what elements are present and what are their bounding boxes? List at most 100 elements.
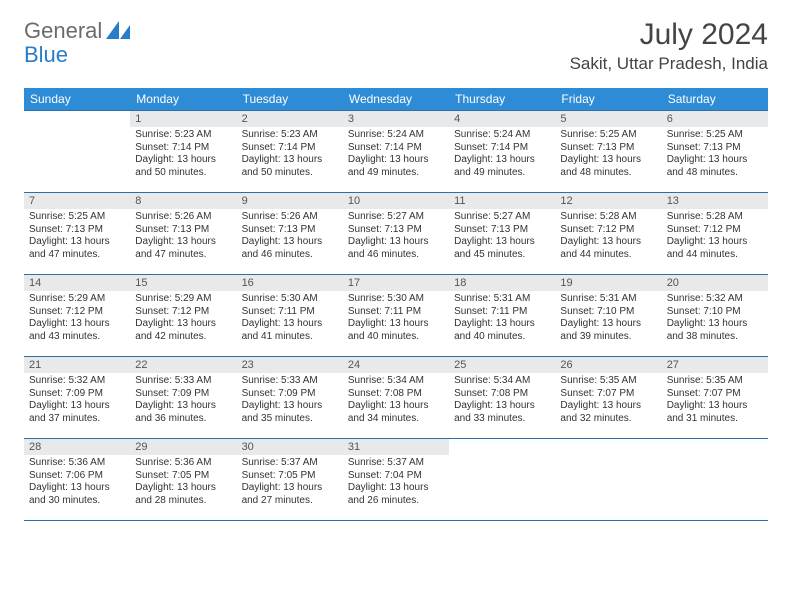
day-details: Sunrise: 5:33 AMSunset: 7:09 PMDaylight:…	[130, 373, 236, 429]
day-details: Sunrise: 5:25 AMSunset: 7:13 PMDaylight:…	[662, 127, 768, 183]
sunrise-line: Sunrise: 5:29 AM	[29, 293, 125, 306]
calendar-cell: 20Sunrise: 5:32 AMSunset: 7:10 PMDayligh…	[662, 275, 768, 357]
weekday-header-row: Sunday Monday Tuesday Wednesday Thursday…	[24, 88, 768, 111]
day-number: 21	[24, 357, 130, 373]
daylight-line: Daylight: 13 hours and 47 minutes.	[29, 236, 125, 261]
sunset-line: Sunset: 7:07 PM	[560, 388, 656, 401]
day-details: Sunrise: 5:35 AMSunset: 7:07 PMDaylight:…	[555, 373, 661, 429]
day-details: Sunrise: 5:32 AMSunset: 7:10 PMDaylight:…	[662, 291, 768, 347]
sunrise-line: Sunrise: 5:35 AM	[560, 375, 656, 388]
day-number: 3	[343, 111, 449, 127]
calendar-cell: 4 Sunrise: 5:24 AMSunset: 7:14 PMDaylight…	[449, 111, 555, 193]
day-details: Sunrise: 5:31 AMSunset: 7:10 PMDaylight:…	[555, 291, 661, 347]
sunrise-line: Sunrise: 5:31 AM	[454, 293, 550, 306]
sunset-line: Sunset: 7:12 PM	[29, 306, 125, 319]
sunrise-line: Sunrise: 5:24 AM	[348, 129, 444, 142]
sunrise-line: Sunrise: 5:28 AM	[667, 211, 763, 224]
weekday-header: Monday	[130, 88, 236, 111]
daylight-line: Daylight: 13 hours and 49 minutes.	[348, 154, 444, 179]
sunrise-line: Sunrise: 5:25 AM	[560, 129, 656, 142]
day-number: 16	[237, 275, 343, 291]
sunset-line: Sunset: 7:14 PM	[454, 142, 550, 155]
sunset-line: Sunset: 7:04 PM	[348, 470, 444, 483]
daylight-line: Daylight: 13 hours and 50 minutes.	[135, 154, 231, 179]
sunrise-line: Sunrise: 5:32 AM	[29, 375, 125, 388]
sunrise-line: Sunrise: 5:34 AM	[348, 375, 444, 388]
calendar-cell	[555, 439, 661, 521]
location: Sakit, Uttar Pradesh, India	[570, 54, 768, 74]
calendar-cell: 30Sunrise: 5:37 AMSunset: 7:05 PMDayligh…	[237, 439, 343, 521]
calendar-cell: 6Sunrise: 5:25 AMSunset: 7:13 PMDaylight…	[662, 111, 768, 193]
day-number: 26	[555, 357, 661, 373]
day-number: 17	[343, 275, 449, 291]
sunrise-line: Sunrise: 5:25 AM	[667, 129, 763, 142]
day-number: 22	[130, 357, 236, 373]
sunrise-line: Sunrise: 5:26 AM	[135, 211, 231, 224]
day-number	[555, 439, 661, 455]
calendar-cell	[24, 111, 130, 193]
day-details: Sunrise: 5:37 AMSunset: 7:05 PMDaylight:…	[237, 455, 343, 511]
calendar-cell: 21Sunrise: 5:32 AMSunset: 7:09 PMDayligh…	[24, 357, 130, 439]
sunset-line: Sunset: 7:09 PM	[242, 388, 338, 401]
sunrise-line: Sunrise: 5:36 AM	[29, 457, 125, 470]
day-details: Sunrise: 5:26 AMSunset: 7:13 PMDaylight:…	[130, 209, 236, 265]
calendar-cell: 17Sunrise: 5:30 AMSunset: 7:11 PMDayligh…	[343, 275, 449, 357]
daylight-line: Daylight: 13 hours and 46 minutes.	[348, 236, 444, 261]
daylight-line: Daylight: 13 hours and 41 minutes.	[242, 318, 338, 343]
day-details: Sunrise: 5:33 AMSunset: 7:09 PMDaylight:…	[237, 373, 343, 429]
logo: General	[24, 18, 134, 44]
daylight-line: Daylight: 13 hours and 38 minutes.	[667, 318, 763, 343]
daylight-line: Daylight: 13 hours and 47 minutes.	[135, 236, 231, 261]
sunset-line: Sunset: 7:08 PM	[348, 388, 444, 401]
day-details: Sunrise: 5:30 AMSunset: 7:11 PMDaylight:…	[343, 291, 449, 347]
calendar-table: Sunday Monday Tuesday Wednesday Thursday…	[24, 88, 768, 521]
day-number: 11	[449, 193, 555, 209]
logo-text-blue: Blue	[24, 42, 68, 68]
day-number: 29	[130, 439, 236, 455]
day-details: Sunrise: 5:28 AMSunset: 7:12 PMDaylight:…	[662, 209, 768, 265]
daylight-line: Daylight: 13 hours and 37 minutes.	[29, 400, 125, 425]
day-number: 27	[662, 357, 768, 373]
calendar-cell: 3Sunrise: 5:24 AMSunset: 7:14 PMDaylight…	[343, 111, 449, 193]
day-number: 25	[449, 357, 555, 373]
daylight-line: Daylight: 13 hours and 28 minutes.	[135, 482, 231, 507]
daylight-line: Daylight: 13 hours and 32 minutes.	[560, 400, 656, 425]
calendar-cell	[449, 439, 555, 521]
sunset-line: Sunset: 7:11 PM	[348, 306, 444, 319]
day-number: 4	[449, 111, 555, 127]
calendar-row: 21 Sunrise: 5:32 AM Sunset: 7:09 PM Dayligh…	[24, 357, 768, 439]
calendar-cell	[662, 439, 768, 521]
calendar-cell: 14Sunrise: 5:29 AMSunset: 7:12 PMDayligh…	[24, 275, 130, 357]
calendar-cell: 2Sunrise: 5:23 AMSunset: 7:14 PMDaylight…	[237, 111, 343, 193]
day-details: Sunrise: 5:36 AMSunset: 7:05 PMDaylight:…	[130, 455, 236, 511]
logo-text-general: General	[24, 18, 102, 44]
day-number: 1	[130, 111, 236, 127]
sunset-line: Sunset: 7:14 PM	[242, 142, 338, 155]
sunset-line: Sunset: 7:11 PM	[454, 306, 550, 319]
daylight-line: Daylight: 13 hours and 44 minutes.	[560, 236, 656, 261]
calendar-row: 14Sunrise: 5:29 AMSunset: 7:12 PMDayligh…	[24, 275, 768, 357]
day-number: 12	[555, 193, 661, 209]
weekday-header: Wednesday	[343, 88, 449, 111]
daylight-line: Daylight: 13 hours and 48 minutes.	[560, 154, 656, 179]
calendar-cell: 7Sunrise: 5:25 AMSunset: 7:13 PMDaylight…	[24, 193, 130, 275]
weekday-header: Saturday	[662, 88, 768, 111]
sunset-line: Sunset: 7:10 PM	[667, 306, 763, 319]
calendar-cell: 26Sunrise: 5:35 AMSunset: 7:07 PMDayligh…	[555, 357, 661, 439]
calendar-cell: 22Sunrise: 5:33 AMSunset: 7:09 PMDayligh…	[130, 357, 236, 439]
month-title: July 2024	[570, 18, 768, 52]
daylight-line: Daylight: 13 hours and 49 minutes.	[454, 154, 550, 179]
day-details: Sunrise: 5:25 AMSunset: 7:13 PMDaylight:…	[555, 127, 661, 183]
sunrise-line: Sunrise: 5:37 AM	[348, 457, 444, 470]
daylight-line: Daylight: 13 hours and 43 minutes.	[29, 318, 125, 343]
calendar-row: 1Sunrise: 5:23 AMSunset: 7:14 PMDaylight…	[24, 111, 768, 193]
day-number: 31	[343, 439, 449, 455]
daylight-line: Daylight: 13 hours and 30 minutes.	[29, 482, 125, 507]
day-details: Sunrise: 5:26 AMSunset: 7:13 PMDaylight:…	[237, 209, 343, 265]
calendar-cell: 8Sunrise: 5:26 AMSunset: 7:13 PMDaylight…	[130, 193, 236, 275]
calendar-cell: 19Sunrise: 5:31 AMSunset: 7:10 PMDayligh…	[555, 275, 661, 357]
sunrise-line: Sunrise: 5:27 AM	[454, 211, 550, 224]
sunrise-line: Sunrise: 5:23 AM	[135, 129, 231, 142]
sunrise-line: Sunrise: 5:24 AM	[454, 129, 550, 142]
day-details: Sunrise: 5:34 AMSunset: 7:08 PMDaylight:…	[343, 373, 449, 429]
